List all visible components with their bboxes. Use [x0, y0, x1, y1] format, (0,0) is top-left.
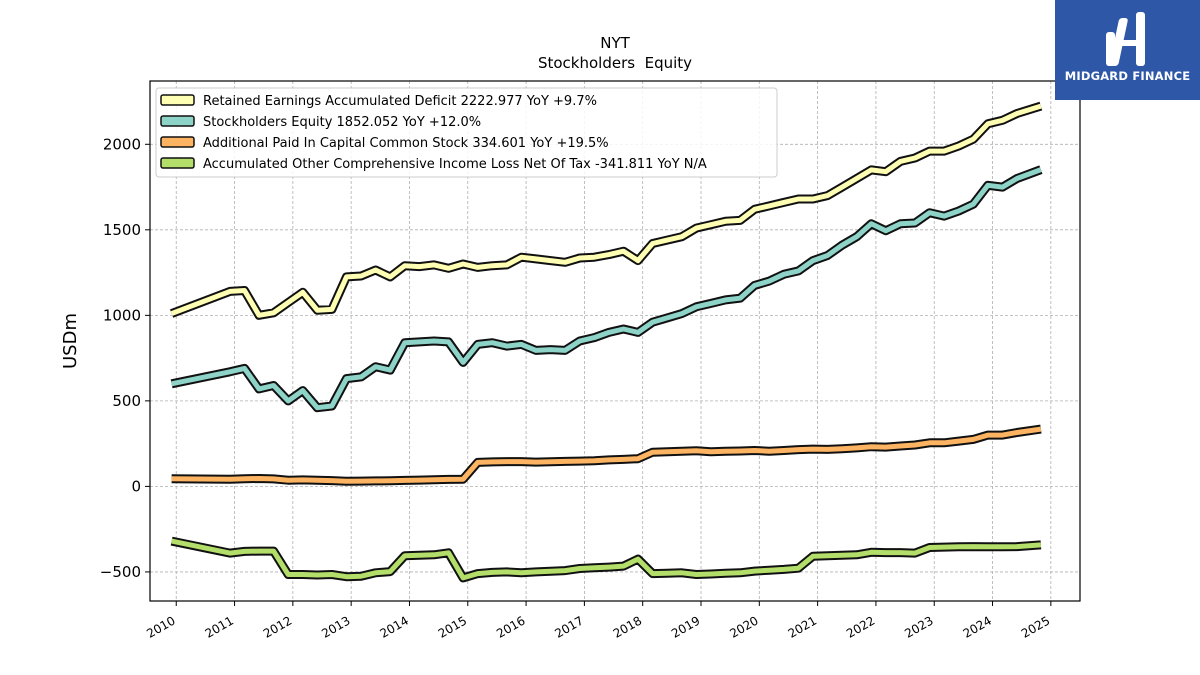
x-tick-label: 2022 — [844, 613, 877, 640]
x-tick-label: 2018 — [611, 613, 644, 640]
x-tick-label: 2013 — [319, 613, 352, 640]
series-line-3 — [171, 426, 1042, 484]
x-tick-label: 2024 — [961, 613, 994, 640]
x-tick-label: 2021 — [786, 613, 819, 640]
x-tick-label: 2012 — [261, 613, 294, 640]
midgard-logo-mark-icon — [1106, 12, 1145, 66]
x-tick-label: 2016 — [494, 613, 527, 640]
midgard-finance-logo: MIDGARD FINANCE — [1055, 0, 1200, 100]
x-tick-label: 2010 — [144, 613, 177, 640]
y-tick-label: 500 — [112, 392, 141, 410]
legend-label-1: Retained Earnings Accumulated Deficit 22… — [203, 94, 597, 109]
legend-label-2: Stockholders Equity 1852.052 YoY +12.0% — [203, 115, 481, 130]
legend-box — [155, 87, 778, 178]
legend-swatch-3 — [160, 136, 195, 148]
y-tick-label: 1500 — [103, 221, 141, 239]
chart-title: NYT — [600, 34, 630, 52]
plot-frame — [149, 80, 1081, 602]
x-tick-label: 2023 — [902, 613, 935, 640]
x-tick-label: 2014 — [378, 613, 411, 640]
series-layer — [169, 101, 1043, 583]
x-tick-label: 2025 — [1019, 613, 1052, 640]
y-axis-label: USDm — [60, 313, 81, 369]
legend-label-3: Additional Paid In Capital Common Stock … — [203, 136, 609, 151]
x-axis: 2010 2011 2012 2013 2014 2015 2016 2017 2018 2019… — [144, 601, 1052, 641]
legend-swatch-2 — [160, 115, 195, 127]
y-tick-label: 0 — [131, 477, 141, 495]
x-tick-label: 2019 — [669, 613, 702, 640]
legend-swatch-4 — [160, 157, 195, 169]
x-tick-label: 2017 — [552, 613, 585, 640]
y-tick-label: 2000 — [103, 135, 141, 153]
brand-name: MIDGARD FINANCE — [1064, 69, 1191, 83]
series-outline-3 — [171, 424, 1042, 486]
y-axis: −500 0 500 1000 1500 2000 — [100, 135, 150, 581]
y-tick-label: −500 — [100, 563, 141, 581]
series-line-4 — [171, 538, 1042, 581]
legend-label-4: Accumulated Other Comprehensive Income L… — [203, 157, 707, 172]
x-tick-label: 2015 — [436, 613, 469, 640]
series-line-1 — [170, 103, 1042, 318]
x-tick-label: 2020 — [727, 613, 760, 640]
series-line-2 — [171, 167, 1042, 411]
legend: Retained Earnings Accumulated Deficit 22… — [155, 87, 778, 178]
legend-swatch-1 — [160, 94, 195, 106]
chart-subtitle: Stockholders Equity — [538, 54, 692, 72]
x-tick-label: 2011 — [203, 613, 236, 640]
y-tick-label: 1000 — [103, 306, 141, 324]
